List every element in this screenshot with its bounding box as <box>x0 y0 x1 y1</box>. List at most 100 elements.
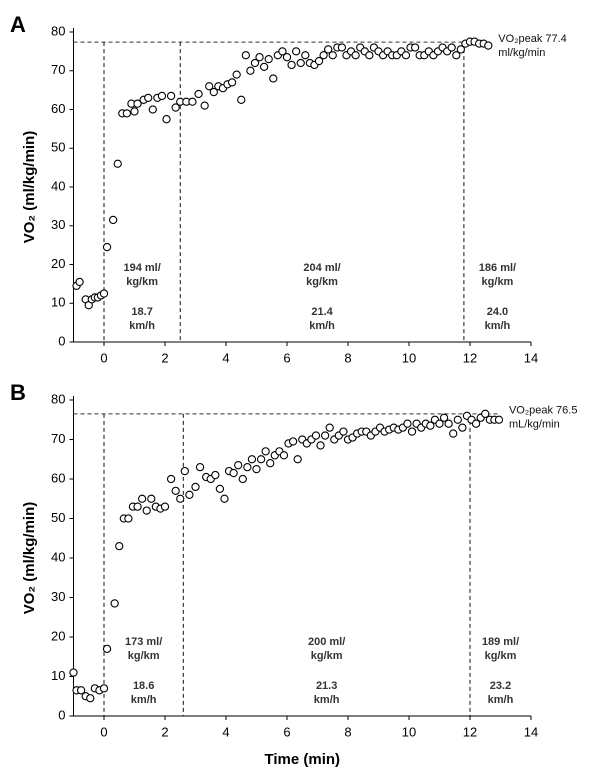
economy-label: 200 ml/ <box>308 636 345 648</box>
speed-label: km/h <box>314 694 340 706</box>
y-tick-label: 0 <box>58 333 65 348</box>
speed-label: km/h <box>131 694 157 706</box>
x-tick-label: 4 <box>222 350 229 365</box>
data-point <box>115 542 124 551</box>
y-tick-label: 30 <box>51 217 65 232</box>
data-point <box>180 466 189 476</box>
data-point <box>287 60 296 70</box>
y-tick-label: 80 <box>51 391 65 406</box>
data-point <box>471 419 481 428</box>
data-point <box>148 105 157 114</box>
data-point <box>282 53 292 62</box>
y-tick-label: 60 <box>51 101 65 116</box>
economy-label: kg/km <box>306 276 338 288</box>
data-point <box>269 74 278 83</box>
speed-label: 23.2 <box>490 680 511 692</box>
x-tick-label: 12 <box>463 350 477 365</box>
economy-label: 204 ml/ <box>303 262 340 274</box>
data-point <box>209 87 218 97</box>
data-point <box>314 56 324 66</box>
data-point <box>328 51 337 60</box>
y-tick-label: 40 <box>51 178 65 193</box>
speed-label: 21.3 <box>316 680 337 692</box>
data-point <box>76 686 86 695</box>
y-tick-label: 40 <box>51 549 65 564</box>
data-point <box>234 461 243 470</box>
data-point <box>325 423 334 432</box>
peak-label: VO₂peak 77.4 <box>498 33 566 45</box>
data-point <box>453 415 462 424</box>
data-point <box>494 415 504 424</box>
speed-label: km/h <box>129 320 155 332</box>
data-point <box>237 95 246 104</box>
data-point <box>220 494 229 503</box>
economy-label: kg/km <box>485 650 517 662</box>
y-tick-label: 50 <box>51 510 65 525</box>
y-tick-label: 70 <box>51 431 65 446</box>
data-point <box>137 494 147 503</box>
data-point <box>241 51 250 60</box>
data-point <box>215 484 225 494</box>
x-tick-label: 4 <box>222 724 229 739</box>
speed-label: km/h <box>488 694 514 706</box>
data-point <box>449 429 458 438</box>
x-tick-label: 8 <box>344 350 351 365</box>
data-point <box>110 599 119 608</box>
data-point <box>130 107 139 116</box>
data-point <box>291 47 301 56</box>
data-point <box>238 474 247 484</box>
speed-label: 21.4 <box>311 306 333 318</box>
economy-label: 189 ml/ <box>482 636 519 648</box>
data-point <box>122 109 132 118</box>
panel-label: B <box>10 380 26 405</box>
data-point <box>133 99 142 108</box>
data-point <box>99 289 109 298</box>
x-tick-label: 10 <box>402 350 416 365</box>
data-point <box>316 441 325 450</box>
x-tick-label: 10 <box>402 724 416 739</box>
data-point <box>247 455 257 464</box>
x-tick-label: 8 <box>344 724 351 739</box>
x-tick-label: 0 <box>100 350 107 365</box>
data-point <box>444 419 453 428</box>
data-point <box>288 437 298 446</box>
data-point <box>194 89 203 99</box>
data-point <box>447 43 456 52</box>
data-point <box>279 451 289 460</box>
data-point <box>102 644 112 653</box>
data-point <box>337 43 347 52</box>
y-axis-label: VO₂ (ml/kg/min) <box>21 502 38 615</box>
x-tick-label: 2 <box>161 724 168 739</box>
data-point <box>339 427 348 436</box>
data-point <box>452 51 461 60</box>
peak-label: ml/kg/min <box>498 47 545 59</box>
data-point <box>250 58 260 68</box>
data-point <box>259 62 269 72</box>
data-point <box>166 474 176 484</box>
data-point <box>109 215 118 225</box>
data-point <box>142 506 151 515</box>
panel-label: A <box>10 12 26 37</box>
x-tick-label: 2 <box>161 350 168 365</box>
data-point <box>458 423 467 432</box>
data-point <box>69 668 78 677</box>
data-point <box>296 58 305 68</box>
data-point <box>191 482 200 492</box>
data-point <box>157 91 167 101</box>
y-tick-label: 20 <box>51 628 65 643</box>
data-point <box>252 464 261 474</box>
economy-label: kg/km <box>311 650 343 662</box>
data-point <box>195 462 205 472</box>
data-point <box>188 97 197 106</box>
y-tick-label: 0 <box>58 707 65 722</box>
speed-label: 24.0 <box>487 306 508 318</box>
x-tick-label: 12 <box>463 724 477 739</box>
x-tick-label: 6 <box>283 350 290 365</box>
data-point <box>403 419 412 428</box>
data-point <box>171 103 180 112</box>
y-tick-label: 20 <box>51 256 65 271</box>
x-tick-label: 6 <box>283 724 290 739</box>
x-axis-label: Time (min) <box>264 751 340 768</box>
data-point <box>278 47 287 56</box>
